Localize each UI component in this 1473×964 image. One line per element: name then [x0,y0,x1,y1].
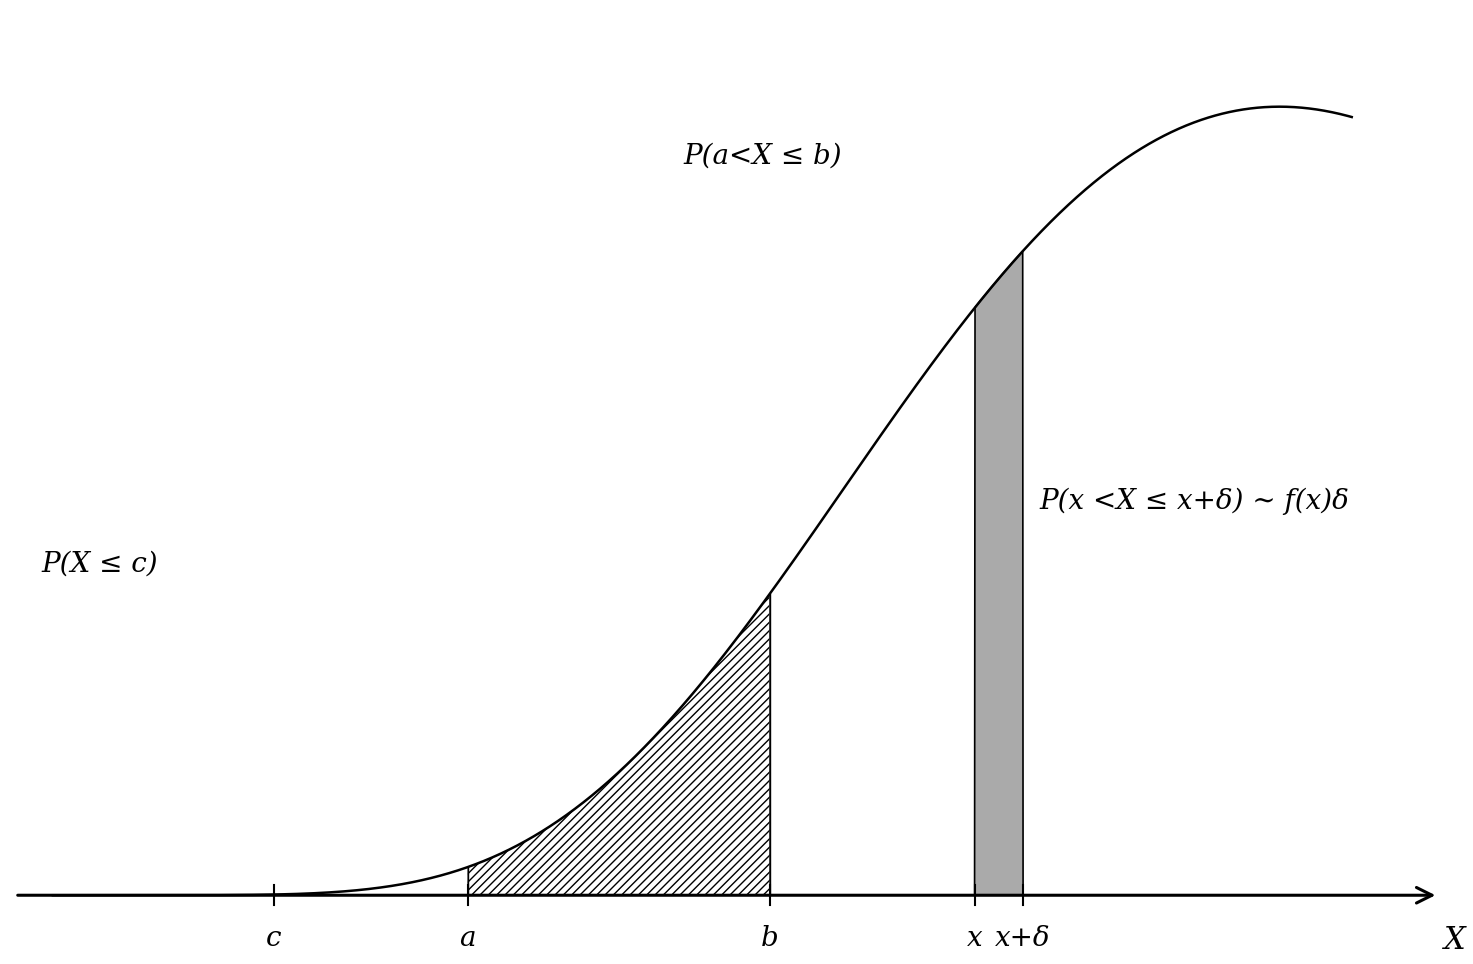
Text: x: x [966,925,982,952]
Text: b: b [762,925,779,952]
Text: P(a<X ≤ b): P(a<X ≤ b) [683,143,843,170]
Text: c: c [267,925,281,952]
Text: a: a [460,925,476,952]
Text: P(x <X ≤ x+δ) ∼ f(x)δ: P(x <X ≤ x+δ) ∼ f(x)δ [1040,487,1349,515]
Text: P(X ≤ c): P(X ≤ c) [41,550,159,577]
Polygon shape [468,595,770,896]
Polygon shape [975,252,1024,896]
Text: X: X [1444,925,1466,956]
Text: x+δ: x+δ [996,925,1050,952]
